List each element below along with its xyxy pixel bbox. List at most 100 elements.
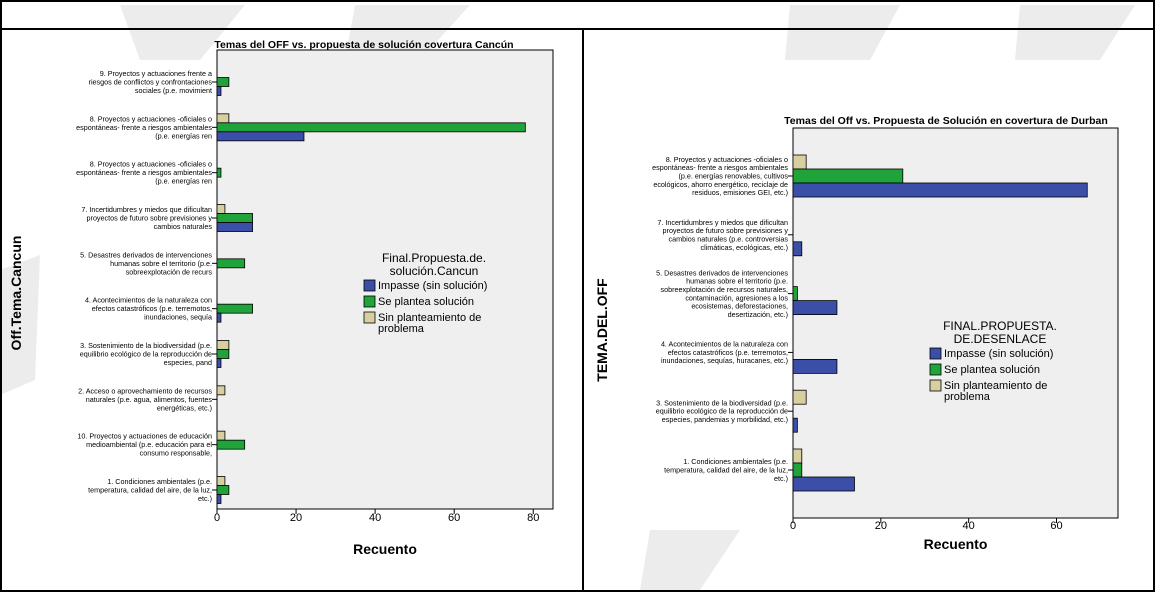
- legend-label-plantea: Se plantea solución: [378, 296, 474, 308]
- category-label: espontáneas- frente a riesgos ambientale…: [76, 168, 212, 177]
- x-axis-label: Recuento: [924, 536, 988, 552]
- bar-plantea: [216, 167, 222, 178]
- bar-plantea: [216, 77, 230, 87]
- category-label: humanas sobre el territorio (p.e.: [686, 277, 788, 286]
- category-label: etc.): [198, 494, 212, 503]
- legend-label-sin: Sin planteamiento de: [378, 312, 481, 324]
- bar-impasse: [792, 241, 803, 257]
- category-label: 5. Desastres derivados de intervenciones: [80, 250, 212, 259]
- category-label: sobreexplotación de recursos naturales,: [661, 285, 788, 294]
- category-label: inundaciones, sequía: [144, 313, 212, 322]
- watermark: [0, 5, 1135, 590]
- legend-label-sin: problema: [378, 323, 425, 335]
- legend-swatch-sin: [363, 311, 376, 324]
- category-label: 1. Condiciones ambientales (p.e.: [107, 477, 212, 486]
- legend-swatch-plantea: [929, 363, 942, 376]
- legend: FINAL.PROPUESTA.DE.DESENLACE Impasse (sin…: [929, 319, 1057, 403]
- category-label: 8. Proyectos y actuaciones -oficiales o: [90, 160, 212, 169]
- category-label: 10. Proyectos y actuaciones de educación: [77, 432, 212, 441]
- category-label: (p.e. energías renovables, cultivos: [679, 172, 789, 181]
- category-label: ecológicos, ahorro energético, reciclaje…: [653, 180, 788, 189]
- bar-impasse: [792, 300, 838, 316]
- category-label: residuos, emisiones GEI, etc.): [692, 188, 788, 197]
- category-label: sociales (p.e. movimient: [135, 86, 212, 95]
- category-label: espontáneas- frente a riesgos ambientale…: [652, 163, 788, 172]
- category-label: consumo responsable,: [140, 449, 212, 458]
- x-tick-label: 20: [290, 512, 302, 524]
- bar-sin: [792, 448, 803, 464]
- bar-impasse: [792, 476, 855, 492]
- category-label: 1. Condiciones ambientales (p.e.: [683, 457, 788, 466]
- category-label: humanas sobre el territorio (p.e.: [110, 259, 212, 268]
- x-tick-label: 60: [448, 512, 460, 524]
- legend-label-sin: problema: [944, 391, 991, 403]
- bar-impasse: [792, 358, 838, 374]
- category-label: naturales (p.e. agua, alimentos, fuentes: [86, 395, 213, 404]
- bar-impasse: [216, 131, 305, 142]
- chart-title: Temas del Off vs. Propuesta de Solución …: [784, 115, 1108, 127]
- legend-title: FINAL.PROPUESTA.: [943, 319, 1057, 333]
- bar-sin: [216, 385, 226, 396]
- legend-swatch-sin: [929, 379, 942, 392]
- x-tick-label: 40: [963, 520, 975, 532]
- x-tick-label: 40: [369, 512, 381, 524]
- category-label: contaminación, agresiones a los: [685, 293, 788, 302]
- legend-title: solución.Cancun: [390, 264, 479, 278]
- category-label: proyectos de futuro sobre previsiones y: [87, 214, 213, 223]
- category-label: 8. Proyectos y actuaciones -oficiales o: [666, 155, 788, 164]
- category-label: 5. Desastres derivados de intervenciones: [656, 268, 788, 277]
- bar-impasse: [216, 222, 253, 232]
- category-label: especies, pand: [164, 358, 212, 367]
- category-label: 4. Acontecimientos de la naturaleza con: [661, 340, 788, 349]
- x-axis-label: Recuento: [353, 541, 417, 557]
- category-label: 7. Incertidumbres y miedos que dificulta…: [657, 218, 788, 227]
- legend-swatch-plantea: [363, 295, 376, 308]
- bar-plantea: [216, 213, 253, 223]
- category-label: (p.e. energías ren: [155, 131, 212, 140]
- category-label: 3. Sostenimiento de la biodiversidad (p.…: [80, 341, 212, 350]
- bar-plantea: [216, 122, 526, 133]
- bar-plantea: [792, 286, 798, 302]
- bar-plantea: [216, 439, 246, 450]
- legend-label-impasse: Impasse (sin solución): [944, 348, 1053, 360]
- category-label: temperatura, calidad del aire, de la luz…: [88, 486, 212, 495]
- chart-title: Temas del OFF vs. propuesta de solución …: [214, 39, 513, 51]
- category-label: desertización, etc.): [728, 310, 788, 319]
- category-label: 7. Incertidumbres y miedos que dificulta…: [81, 205, 212, 214]
- category-label: cambios naturales: [154, 222, 213, 231]
- bar-plantea: [792, 462, 803, 478]
- category-label: (p.e. energías ren: [155, 177, 212, 186]
- category-label: climáticas, ecológicas, etc.): [701, 243, 788, 252]
- category-label: riesgos de conflictos y confrontaciones: [89, 78, 213, 87]
- bar-plantea: [216, 258, 246, 269]
- bar-impasse: [216, 86, 222, 96]
- category-label: etc.): [774, 474, 788, 483]
- bar-impasse: [216, 312, 222, 323]
- x-tick-label: 0: [214, 512, 220, 524]
- y-axis-label: Off.Tema.Cancun: [8, 236, 24, 351]
- category-label: inundaciones, sequías, huracanes, etc.): [661, 356, 788, 365]
- bar-plantea: [216, 349, 230, 359]
- bar-sin: [792, 389, 807, 405]
- chart-cancun: Temas del OFF vs. propuesta de solución …: [8, 39, 554, 557]
- legend-swatch-impasse: [929, 347, 942, 360]
- x-tick-label: 20: [875, 520, 887, 532]
- legend: Final.Propuesta.de.solución.Cancun Impass…: [363, 251, 487, 335]
- category-label: energéticas, etc.): [157, 403, 212, 412]
- y-axis-label: TEMA.DEL.OFF: [594, 278, 610, 382]
- category-label: especies, pandemias y morbilidad, etc.): [662, 415, 788, 424]
- category-label: sobreexplotación de recurs: [126, 267, 213, 276]
- bar-impasse: [216, 358, 222, 368]
- category-label: efectos catastróficos (p.e. terremotos,: [92, 304, 212, 313]
- legend-title: Final.Propuesta.de.: [382, 251, 486, 265]
- category-label: 9. Proyectos y actuaciones frente a: [100, 69, 212, 78]
- category-label: proyectos de futuro sobre previsiones y: [663, 226, 789, 235]
- chart-durban: Temas del Off vs. Propuesta de Solución …: [594, 115, 1119, 552]
- category-label: 3. Sostenimiento de la biodiversidad (p.…: [656, 398, 788, 407]
- bar-sin: [792, 154, 807, 170]
- bar-sin: [216, 476, 226, 486]
- category-label: 4. Acontecimientos de la naturaleza con: [85, 296, 212, 305]
- bar-impasse: [792, 417, 798, 433]
